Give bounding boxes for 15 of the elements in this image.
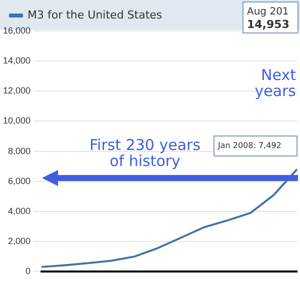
y-tick-label: 6,000: [8, 176, 31, 186]
text: Aug 201: [247, 6, 289, 18]
text: 14,953: [247, 18, 290, 31]
annotation: Next years: [254, 66, 296, 100]
y-tick-label: 4,000: [8, 206, 31, 216]
y-tick-label: 10,000: [2, 116, 31, 126]
annotation: First 230 years of history: [89, 136, 201, 170]
annotation: Jan 2008: 7,492: [217, 141, 282, 150]
y-tick-label: 8,000: [8, 146, 31, 156]
legend-label: M3 for the United States: [28, 8, 162, 22]
y-tick-label: 16,000: [2, 25, 31, 36]
y-tick-label: 14,000: [2, 56, 31, 66]
y-tick-label: 0: [26, 266, 31, 276]
y-tick-label: 2,000: [8, 236, 31, 246]
y-tick-label: 12,000: [2, 86, 31, 96]
